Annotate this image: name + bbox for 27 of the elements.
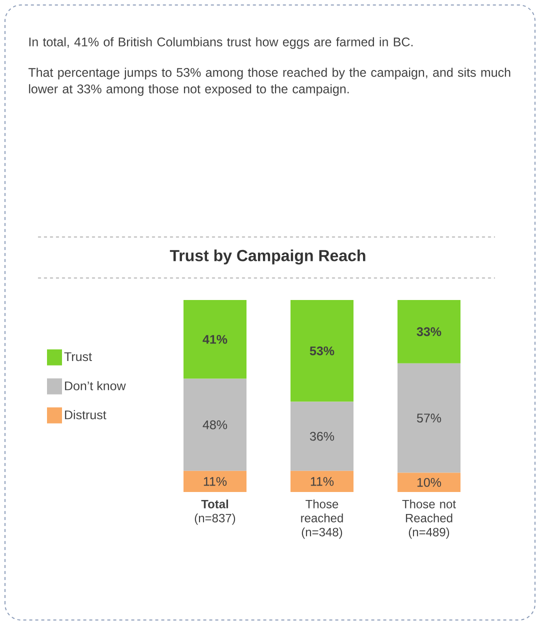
bar (290, 402, 354, 471)
legend-label: Don’t know (65, 381, 126, 390)
bar (397, 472, 460, 492)
data-label: 11% (310, 477, 334, 486)
bar (184, 470, 246, 492)
text: In total, 41% of British Columbians trust how eggs are farmed in BC. (29, 37, 413, 49)
legend-label: Trust (64, 352, 92, 362)
x-tick-label: Those reached (n=348) (301, 500, 343, 539)
data-label: 10% (417, 478, 442, 487)
legend-label: Distrust (65, 410, 106, 420)
chart-title: Trust by Campaign Reach (170, 250, 366, 264)
data-label: 36% (310, 432, 334, 441)
x-tick-label: Those not Reached (n=489) (402, 500, 456, 539)
bar (397, 300, 460, 364)
x-tick-label: Total (n=837) (194, 500, 236, 525)
data-label: 11% (204, 477, 227, 486)
data-label: 33% (416, 327, 442, 336)
bar (290, 300, 354, 402)
data-label: 53% (310, 346, 334, 356)
data-label: 41% (202, 334, 228, 344)
bar (184, 378, 246, 471)
bar (397, 363, 460, 473)
text: That percentage jumps to 53% among those reached by the campaign, and sits much lower at 33% among those not exposed to the campaign. (28, 68, 510, 96)
bar (184, 300, 246, 379)
data-label: 48% (202, 420, 228, 430)
data-label: 57% (416, 414, 442, 422)
bar (290, 470, 354, 492)
